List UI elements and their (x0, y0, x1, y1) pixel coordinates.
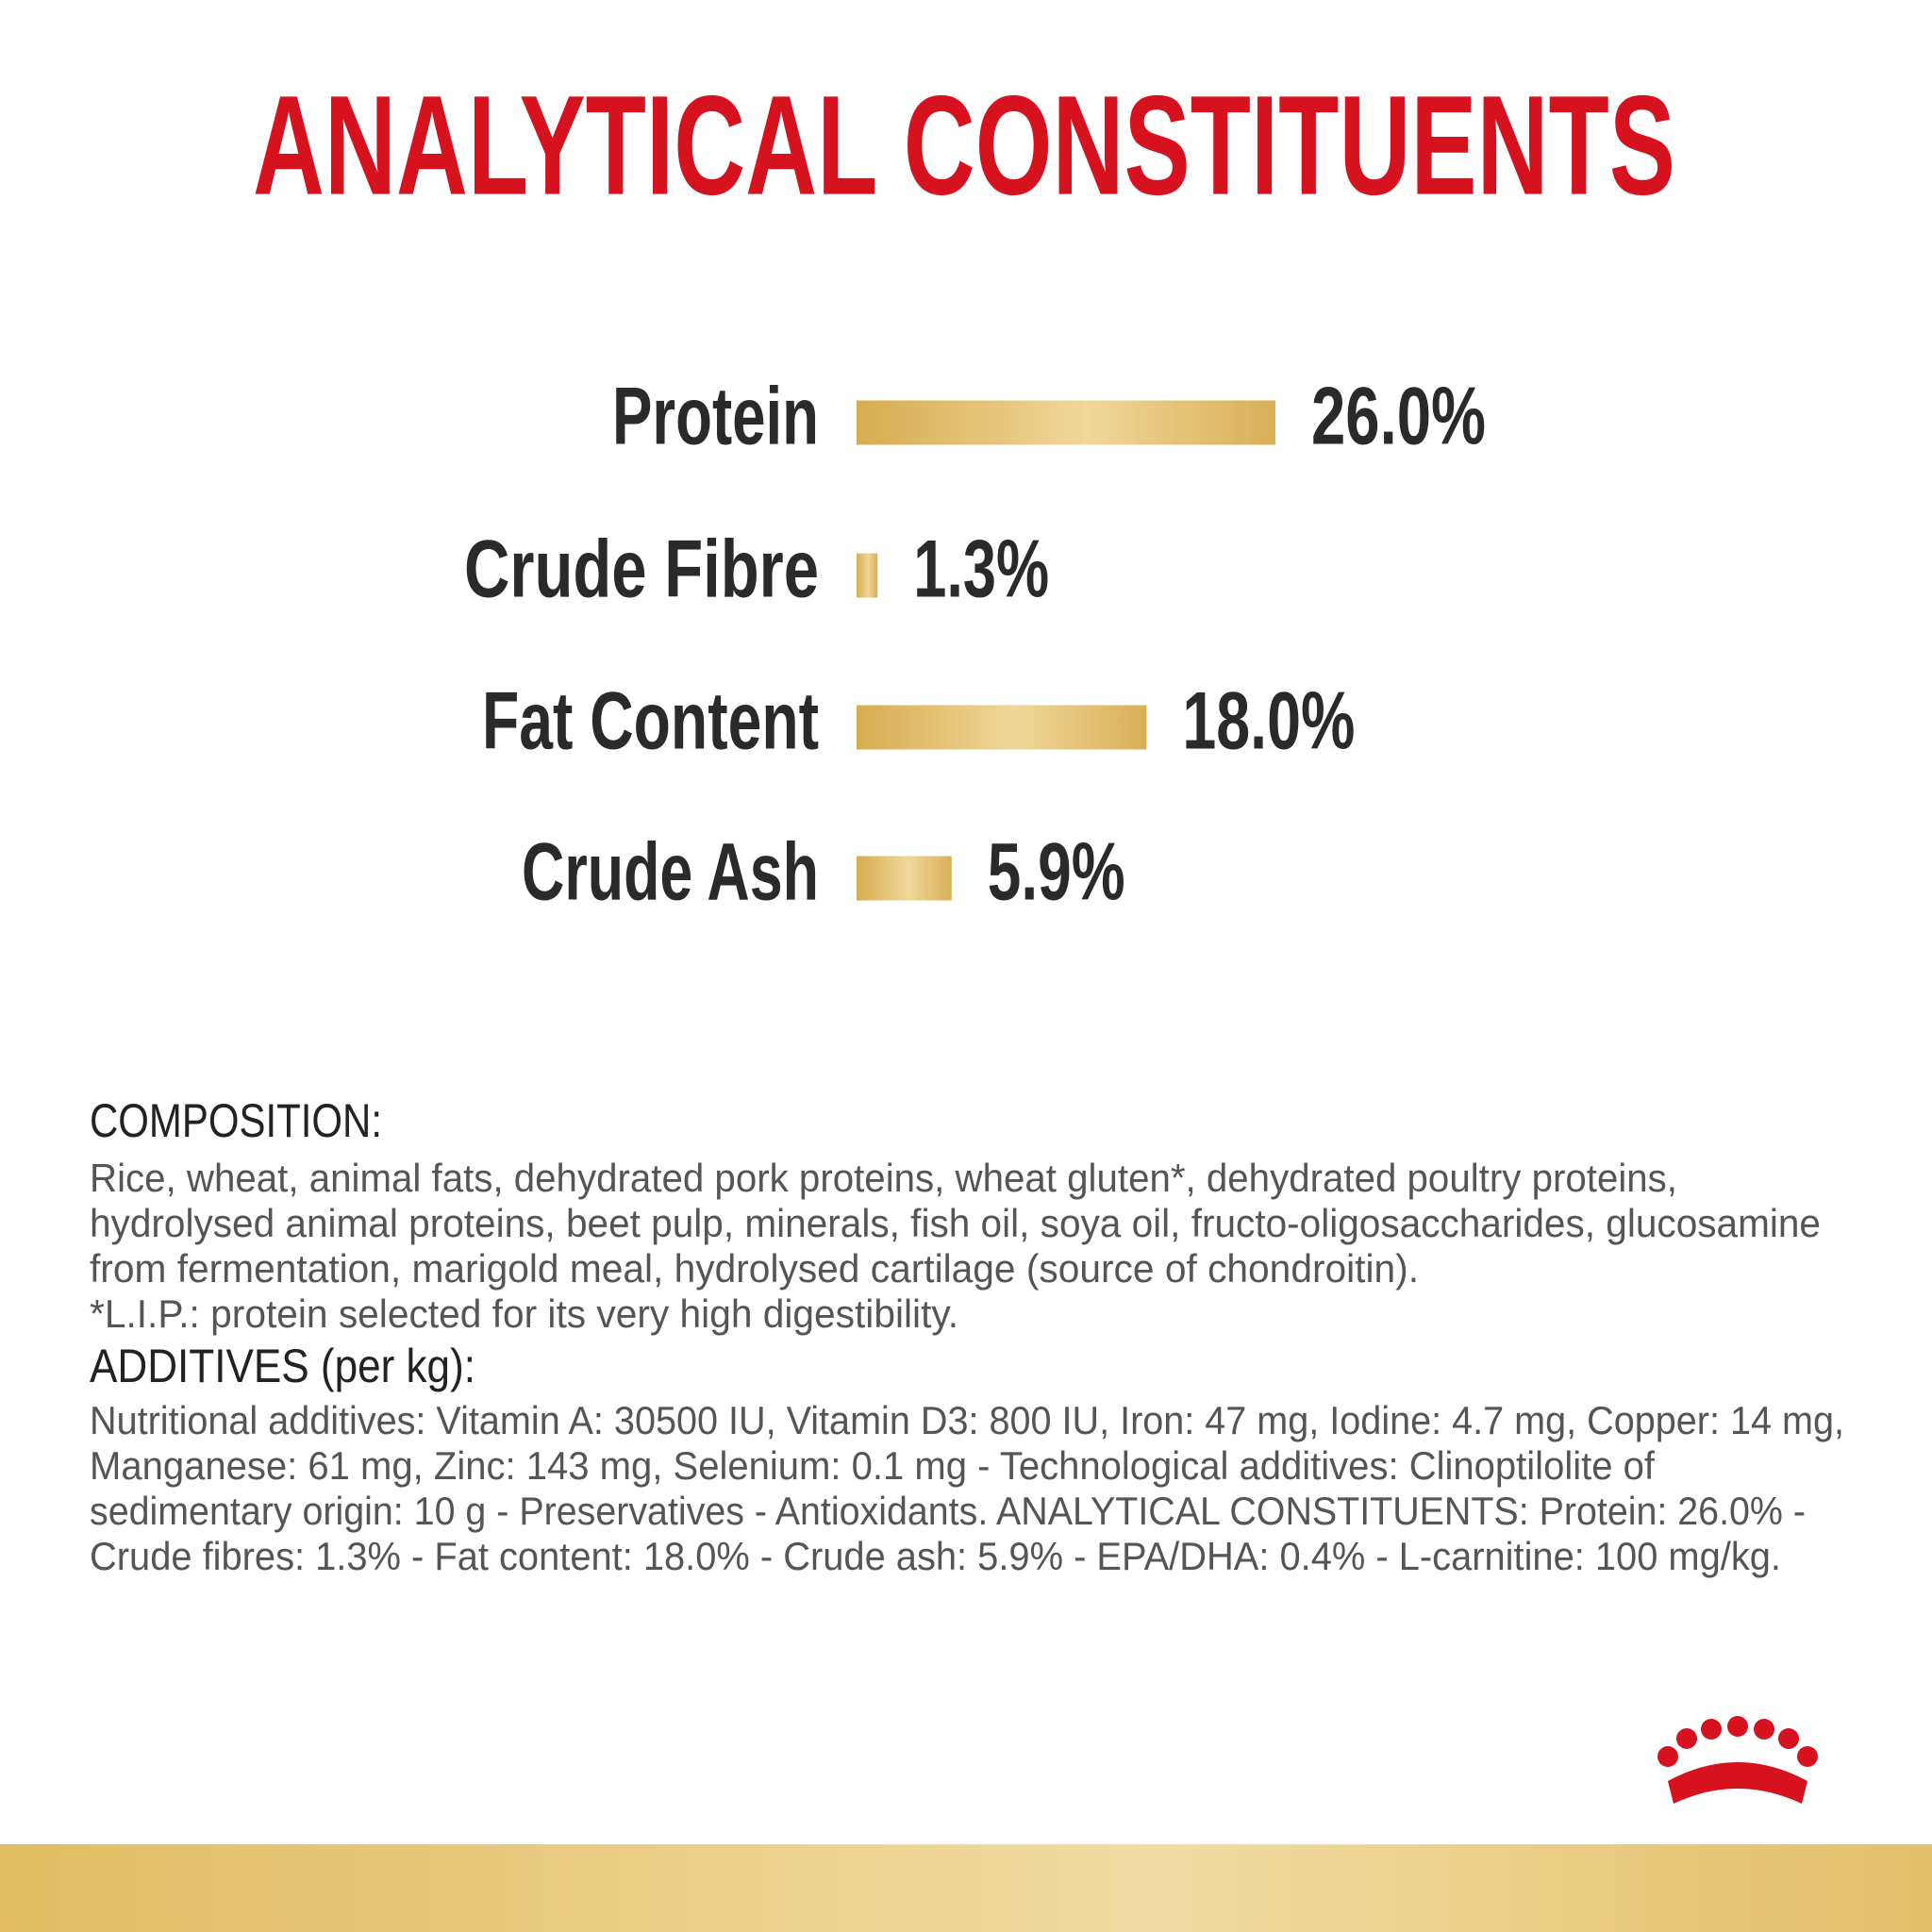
body-line: Rice, wheat, animal fats, dehydrated por… (90, 1156, 1677, 1200)
bar (857, 400, 1275, 445)
value-label: 1.3% (913, 525, 1049, 615)
value-label: 18.0% (1182, 676, 1355, 767)
category-label: Fat Content (482, 676, 819, 767)
value-label: 26.0% (1311, 372, 1486, 462)
value-label: 5.9% (988, 827, 1125, 918)
chart-title: ANALYTICAL CONSTITUENTS (253, 66, 1675, 225)
bar (857, 553, 878, 598)
logo (1657, 1716, 1818, 1804)
bar (857, 856, 952, 901)
bar (857, 705, 1147, 750)
body-line: hydrolysed animal proteins, beet pulp, m… (90, 1201, 1821, 1245)
body-line: Manganese: 61 mg, Zinc: 143 mg, Selenium… (90, 1443, 1655, 1488)
body-line: sedimentary origin: 10 g - Preservatives… (90, 1489, 1806, 1533)
body-line: Nutritional additives: Vitamin A: 30500 … (90, 1398, 1844, 1442)
category-label: Protein (612, 372, 819, 462)
category-label: Crude Ash (522, 827, 819, 918)
section-heading: ADDITIVES (per kg): (90, 1340, 475, 1392)
category-label: Crude Fibre (464, 525, 819, 615)
footer-band (0, 1844, 1932, 1932)
body-line: from fermentation, marigold meal, hydrol… (90, 1246, 1419, 1291)
body-line: *L.I.P.: protein selected for its very h… (90, 1291, 958, 1336)
section-heading: COMPOSITION: (90, 1094, 382, 1147)
body-line: Crude fibres: 1.3% - Fat content: 18.0% … (90, 1534, 1781, 1578)
